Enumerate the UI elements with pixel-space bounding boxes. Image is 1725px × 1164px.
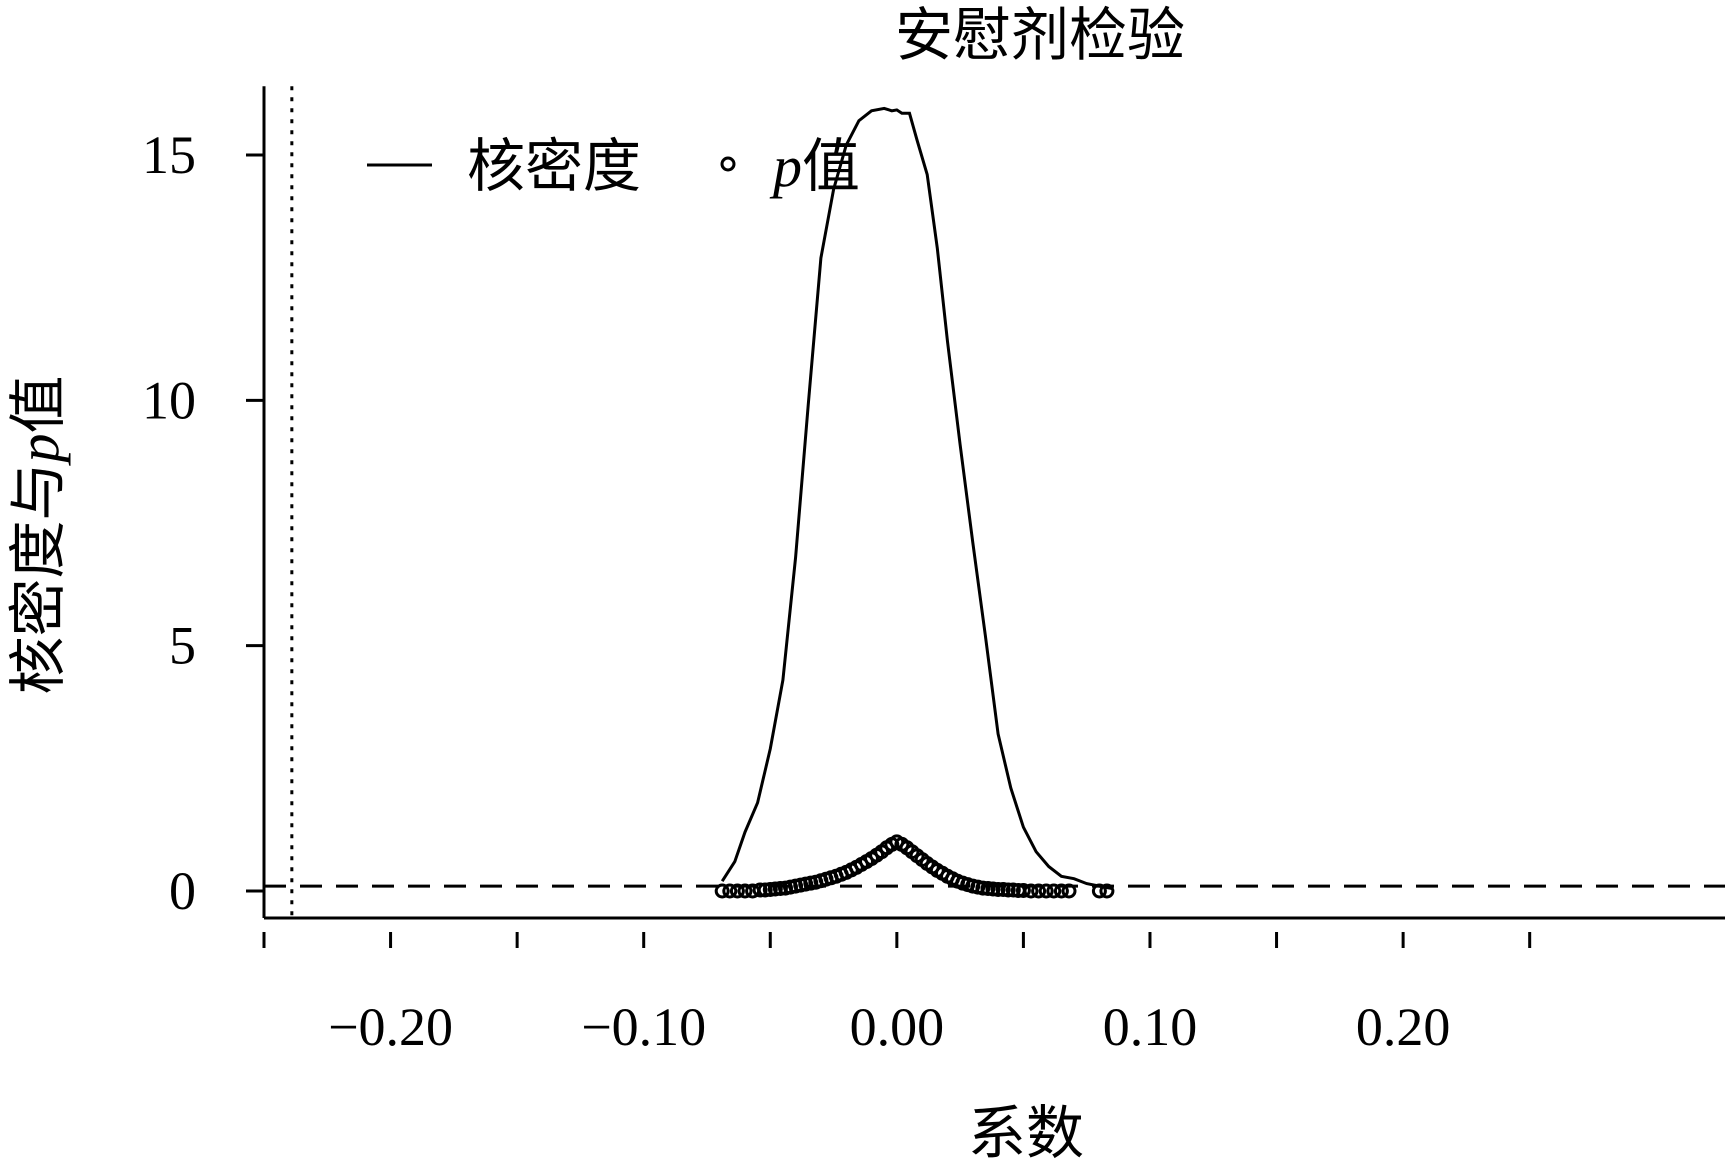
p-value-point bbox=[722, 883, 738, 899]
legend-label-pvalue: p值 bbox=[769, 134, 860, 199]
y-axis-label-main: 核密度与 bbox=[6, 463, 71, 695]
x-axis-label: 系数 bbox=[968, 1101, 1084, 1164]
legend-label-pvalue-italic: p bbox=[769, 134, 802, 199]
x-tick-label: 0.10 bbox=[1103, 997, 1198, 1057]
x-tick-label: −0.20 bbox=[328, 997, 453, 1057]
density-curve bbox=[720, 106, 1113, 890]
x-tick-label: −0.10 bbox=[581, 997, 706, 1057]
y-tick-label: 5 bbox=[169, 616, 196, 676]
x-tick-label: 0.00 bbox=[850, 997, 945, 1057]
p-value-point bbox=[1046, 883, 1062, 899]
x-axis-ticks: −0.20 −0.10 0.00 0.10 0.20 bbox=[262, 931, 1532, 1057]
p-value-point bbox=[1099, 883, 1115, 899]
y-axis-label-suffix: 值 bbox=[6, 375, 71, 433]
p-value-point bbox=[1053, 883, 1069, 899]
p-value-point bbox=[1015, 883, 1031, 898]
legend-label-pvalue-text: 值 bbox=[802, 134, 860, 199]
chart-title: 安慰剂检验 bbox=[895, 3, 1185, 68]
p-value-point bbox=[1038, 883, 1054, 899]
y-axis-label: 核密度与p值 bbox=[6, 375, 71, 694]
p-value-point bbox=[714, 883, 730, 899]
p-value-point bbox=[975, 880, 991, 896]
y-tick-label: 10 bbox=[142, 370, 196, 430]
p-value-point bbox=[767, 881, 783, 897]
legend: 核密度 p值 bbox=[367, 134, 860, 199]
p-value-point bbox=[1091, 883, 1107, 899]
p-value-point bbox=[737, 883, 753, 899]
p-value-point bbox=[1023, 883, 1039, 899]
p-value-point bbox=[1031, 883, 1047, 899]
p-value-point bbox=[990, 882, 1006, 897]
y-tick-label: 0 bbox=[169, 861, 196, 921]
p-value-point bbox=[985, 881, 1001, 897]
y-axis-label-italic: p bbox=[6, 434, 71, 467]
p-value-point bbox=[757, 882, 773, 898]
p-value-point bbox=[729, 883, 745, 899]
legend-label-density: 核密度 bbox=[467, 134, 641, 199]
p-value-point bbox=[772, 881, 788, 896]
p-value-point bbox=[1061, 883, 1077, 899]
legend-circle-symbol bbox=[720, 156, 736, 172]
p-value-points bbox=[714, 834, 1115, 899]
p-value-point bbox=[1000, 882, 1016, 898]
y-tick-label: 15 bbox=[142, 125, 196, 185]
y-axis-ticks: 0 5 10 15 bbox=[142, 125, 264, 921]
x-tick-label: 0.20 bbox=[1356, 997, 1451, 1057]
p-value-point bbox=[752, 882, 768, 898]
